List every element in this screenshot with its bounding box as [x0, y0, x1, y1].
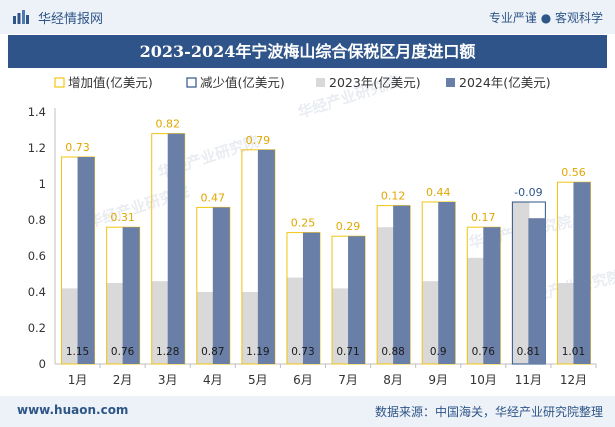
x-tick-label: 4月 [203, 373, 223, 387]
increase-value-label: 0.17 [471, 211, 496, 224]
value-2024-label: 1.15 [66, 346, 89, 358]
x-tick-label: 5月 [248, 373, 268, 387]
import-value-chart: 华经产业研究院华经产业研究院华经产业研究院华经产业研究院华经产业研究院增加值(亿… [28, 72, 615, 387]
value-2024-label: 0.9 [430, 346, 447, 358]
increase-value-label: 0.56 [561, 166, 586, 179]
bar-2023 [61, 288, 79, 364]
y-tick-label: 0.2 [28, 321, 46, 335]
footer-source: 数据来源：中国海关，华经产业研究院整理 [374, 405, 603, 419]
x-tick-label: 9月 [428, 373, 448, 387]
legend-swatch-1 [54, 77, 65, 88]
bar-2024 [167, 133, 185, 364]
bar-2023 [241, 292, 259, 364]
legend-swatch-3 [316, 78, 325, 87]
bar-2023 [377, 227, 395, 364]
bar-2024 [348, 236, 366, 364]
increase-value-label: 0.47 [201, 191, 226, 204]
x-tick-label: 2月 [113, 373, 133, 387]
bar-2024 [573, 182, 591, 364]
value-2024-label: 0.71 [336, 346, 359, 358]
bar-2024 [483, 227, 501, 364]
footer-bar: www.huaon.com 数据来源：中国海关，华经产业研究院整理 [0, 396, 615, 427]
value-2024-label: 1.19 [246, 346, 269, 358]
increase-value-label: 0.25 [291, 217, 316, 230]
brand-logo-icon [13, 10, 29, 24]
increase-value-label: 0.79 [246, 134, 271, 147]
bar-2024 [257, 149, 275, 364]
legend-label-4: 2024年(亿美元) [459, 75, 551, 90]
value-2024-label: 0.87 [201, 346, 224, 358]
y-tick-label: 1.4 [28, 105, 46, 119]
x-tick-label: 1月 [68, 373, 88, 387]
bar-2023 [286, 277, 304, 364]
bar-2023 [512, 202, 530, 364]
value-2024-label: 0.76 [472, 346, 496, 358]
increase-value-label: 0.44 [426, 186, 451, 199]
x-tick-label: 12月 [560, 373, 587, 387]
value-2024-label: 0.76 [111, 346, 135, 358]
value-2024-label: 1.01 [562, 346, 585, 358]
bar-2023 [467, 257, 485, 364]
decrease-value-label: -0.09 [514, 186, 542, 199]
x-tick-label: 6月 [293, 373, 313, 387]
bar-2024 [438, 202, 456, 364]
value-2024-label: 0.81 [517, 346, 540, 358]
x-tick-label: 8月 [383, 373, 403, 387]
y-tick-label: 1 [39, 177, 46, 191]
increase-value-label: 0.31 [110, 211, 135, 224]
bar-2024 [77, 157, 95, 364]
bar-2023 [557, 283, 575, 364]
y-tick-label: 0.4 [28, 285, 46, 299]
y-tick-label: 0 [39, 357, 46, 371]
bar-2024 [122, 227, 140, 364]
footer-url[interactable]: www.huaon.com [17, 403, 129, 417]
x-tick-label: 3月 [158, 373, 178, 387]
increase-value-label: 0.29 [336, 220, 361, 233]
y-tick-label: 1.2 [28, 141, 46, 155]
legend-swatch-4 [446, 78, 455, 87]
header-tagline: 专业严谨 ● 客观科学 [488, 11, 603, 25]
bar-2024 [212, 207, 230, 364]
chart-title: 2023-2024年宁波梅山综合保税区月度进口额 [8, 35, 607, 68]
top-header-bar: 华经情报网 专业严谨 ● 客观科学 [0, 0, 615, 34]
legend-label-1: 增加值(亿美元) [68, 75, 153, 90]
bar-2024 [393, 205, 411, 364]
increase-value-label: 0.82 [155, 118, 180, 131]
x-tick-label: 7月 [338, 373, 358, 387]
value-2024-label: 0.73 [291, 346, 314, 358]
x-tick-label: 11月 [515, 373, 542, 387]
legend-label-2: 减少值(亿美元) [200, 75, 285, 90]
increase-value-label: 0.73 [65, 141, 90, 154]
bar-2023 [106, 283, 124, 364]
bar-2023 [196, 292, 214, 364]
increase-value-label: 0.12 [381, 190, 406, 203]
value-2024-label: 0.88 [381, 346, 404, 358]
y-tick-label: 0.6 [28, 249, 46, 263]
value-2024-label: 1.28 [156, 346, 179, 358]
y-tick-label: 0.8 [28, 213, 46, 227]
legend-swatch-2 [186, 77, 197, 88]
legend-label-3: 2023年(亿美元) [329, 75, 421, 90]
bar-2023 [422, 281, 440, 364]
bar-2023 [332, 288, 350, 364]
bar-2024 [528, 218, 546, 364]
bar-2024 [302, 232, 320, 364]
brand-name: 华经情报网 [38, 12, 104, 27]
x-tick-label: 10月 [470, 373, 497, 387]
bar-2023 [151, 281, 169, 364]
